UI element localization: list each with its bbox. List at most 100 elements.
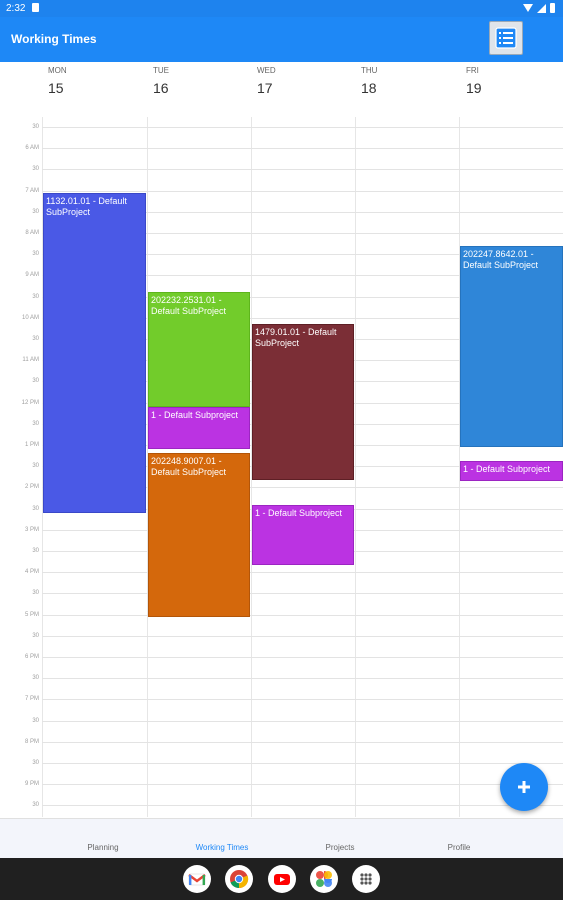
wifi-icon [523, 4, 533, 12]
event-block[interactable]: 202232.2531.01 - Default SubProject [148, 292, 250, 407]
day-header-mon[interactable]: MON 15 [48, 62, 138, 117]
event-block[interactable]: 1 - Default Subproject [148, 407, 250, 449]
event-block[interactable]: 1132.01.01 - Default SubProject [43, 193, 146, 513]
event-block[interactable]: 1479.01.01 - Default SubProject [252, 324, 354, 480]
time-gridline [42, 127, 563, 128]
time-label: 30 [32, 718, 39, 724]
event-label: 1 - Default Subproject [151, 410, 239, 420]
column-divider [42, 117, 43, 817]
time-gridline [42, 657, 563, 658]
nav-planning[interactable]: Planning [87, 843, 119, 852]
time-gridline [42, 593, 563, 594]
time-label: 30 [32, 251, 39, 257]
signal-icon [537, 3, 546, 13]
time-label: 3 PM [24, 527, 39, 533]
time-label: 10 AM [21, 315, 39, 321]
column-divider [147, 117, 148, 817]
time-label: 30 [32, 209, 39, 215]
youtube-icon[interactable] [268, 865, 296, 893]
time-label: 2 PM [24, 484, 39, 490]
app-drawer-icon[interactable] [352, 865, 380, 893]
status-bar: 2:32 [0, 0, 563, 17]
page-title: Working Times [11, 32, 97, 46]
day-date: 17 [257, 80, 273, 96]
time-label: 30 [32, 633, 39, 639]
time-label: 30 [32, 294, 39, 300]
app-bar: Working Times [0, 17, 563, 62]
gmail-icon[interactable] [183, 865, 211, 893]
time-label: 12 PM [21, 400, 39, 406]
day-date: 15 [48, 80, 64, 96]
time-gridline [42, 784, 563, 785]
nav-working-times[interactable]: Working Times [195, 843, 249, 852]
add-button[interactable] [500, 763, 548, 811]
time-gridline [42, 742, 563, 743]
day-header-fri[interactable]: FRI 19 [466, 62, 556, 117]
time-label: 30 [32, 463, 39, 469]
time-gridline [42, 169, 563, 170]
status-icons [523, 3, 555, 13]
day-date: 16 [153, 80, 169, 96]
time-label: 30 [32, 760, 39, 766]
time-label: 30 [32, 166, 39, 172]
bottom-navigation: Planning Working Times Projects Profile [0, 818, 563, 858]
time-label: 7 AM [25, 188, 39, 194]
time-gridline [42, 487, 563, 488]
time-label: 30 [32, 802, 39, 808]
time-gridline [42, 275, 563, 276]
system-dock [0, 858, 563, 900]
day-name: MON [48, 66, 67, 75]
time-gridline [42, 318, 563, 319]
day-name: WED [257, 66, 276, 75]
list-view-button[interactable] [489, 21, 523, 55]
time-label: 30 [32, 124, 39, 130]
time-label: 4 PM [24, 569, 39, 575]
time-gridline [42, 678, 563, 679]
event-block[interactable]: 202248.9007.01 - Default SubProject [148, 453, 250, 617]
day-name: THU [361, 66, 378, 75]
day-date: 18 [361, 80, 377, 96]
event-label: 1 - Default Subproject [255, 508, 343, 518]
event-block[interactable]: 1 - Default Subproject [460, 461, 563, 481]
time-label: 6 AM [25, 145, 39, 151]
day-name: TUE [153, 66, 169, 75]
time-label: 30 [32, 378, 39, 384]
nav-projects[interactable]: Projects [325, 843, 355, 852]
time-label: 30 [32, 421, 39, 427]
time-gridline [42, 297, 563, 298]
time-label: 1 PM [24, 442, 39, 448]
event-block[interactable]: 202247.8642.01 - Default SubProject [460, 246, 563, 447]
chrome-icon[interactable] [225, 865, 253, 893]
time-label: 9 AM [25, 272, 39, 278]
time-label: 30 [32, 336, 39, 342]
time-gridline [42, 721, 563, 722]
event-label: 1479.01.01 - Default SubProject [255, 327, 337, 348]
day-header-wed[interactable]: WED 17 [257, 62, 347, 117]
event-label: 202232.2531.01 - Default SubProject [151, 295, 227, 316]
time-gridline [42, 212, 563, 213]
time-label: 30 [32, 548, 39, 554]
time-gridline [42, 148, 563, 149]
time-label: 6 PM [24, 654, 39, 660]
time-gridline [42, 615, 563, 616]
event-label: 1 - Default Subproject [463, 464, 551, 474]
time-gridline [42, 191, 563, 192]
day-header-thu[interactable]: THU 18 [361, 62, 451, 117]
time-gridline [42, 805, 563, 806]
photos-icon[interactable] [310, 865, 338, 893]
column-divider [355, 117, 356, 817]
time-gridline [42, 572, 563, 573]
event-block[interactable]: 1 - Default Subproject [252, 505, 354, 565]
nav-profile[interactable]: Profile [447, 843, 471, 852]
battery-icon [550, 3, 555, 13]
time-label: 5 PM [24, 612, 39, 618]
sd-card-icon [32, 3, 39, 12]
time-label: 11 AM [22, 357, 39, 363]
calendar-grid[interactable]: 30 6 AM 30 7 AM 30 8 AM 30 9 AM 30 10 AM 30 11 AM 30… [0, 117, 563, 817]
time-label: 30 [32, 590, 39, 596]
event-label: 202247.8642.01 - Default SubProject [463, 249, 539, 270]
time-label: 7 PM [24, 696, 39, 702]
status-time: 2:32 [6, 3, 26, 14]
event-label: 1132.01.01 - Default SubProject [46, 196, 127, 217]
day-header-tue[interactable]: TUE 16 [153, 62, 243, 117]
